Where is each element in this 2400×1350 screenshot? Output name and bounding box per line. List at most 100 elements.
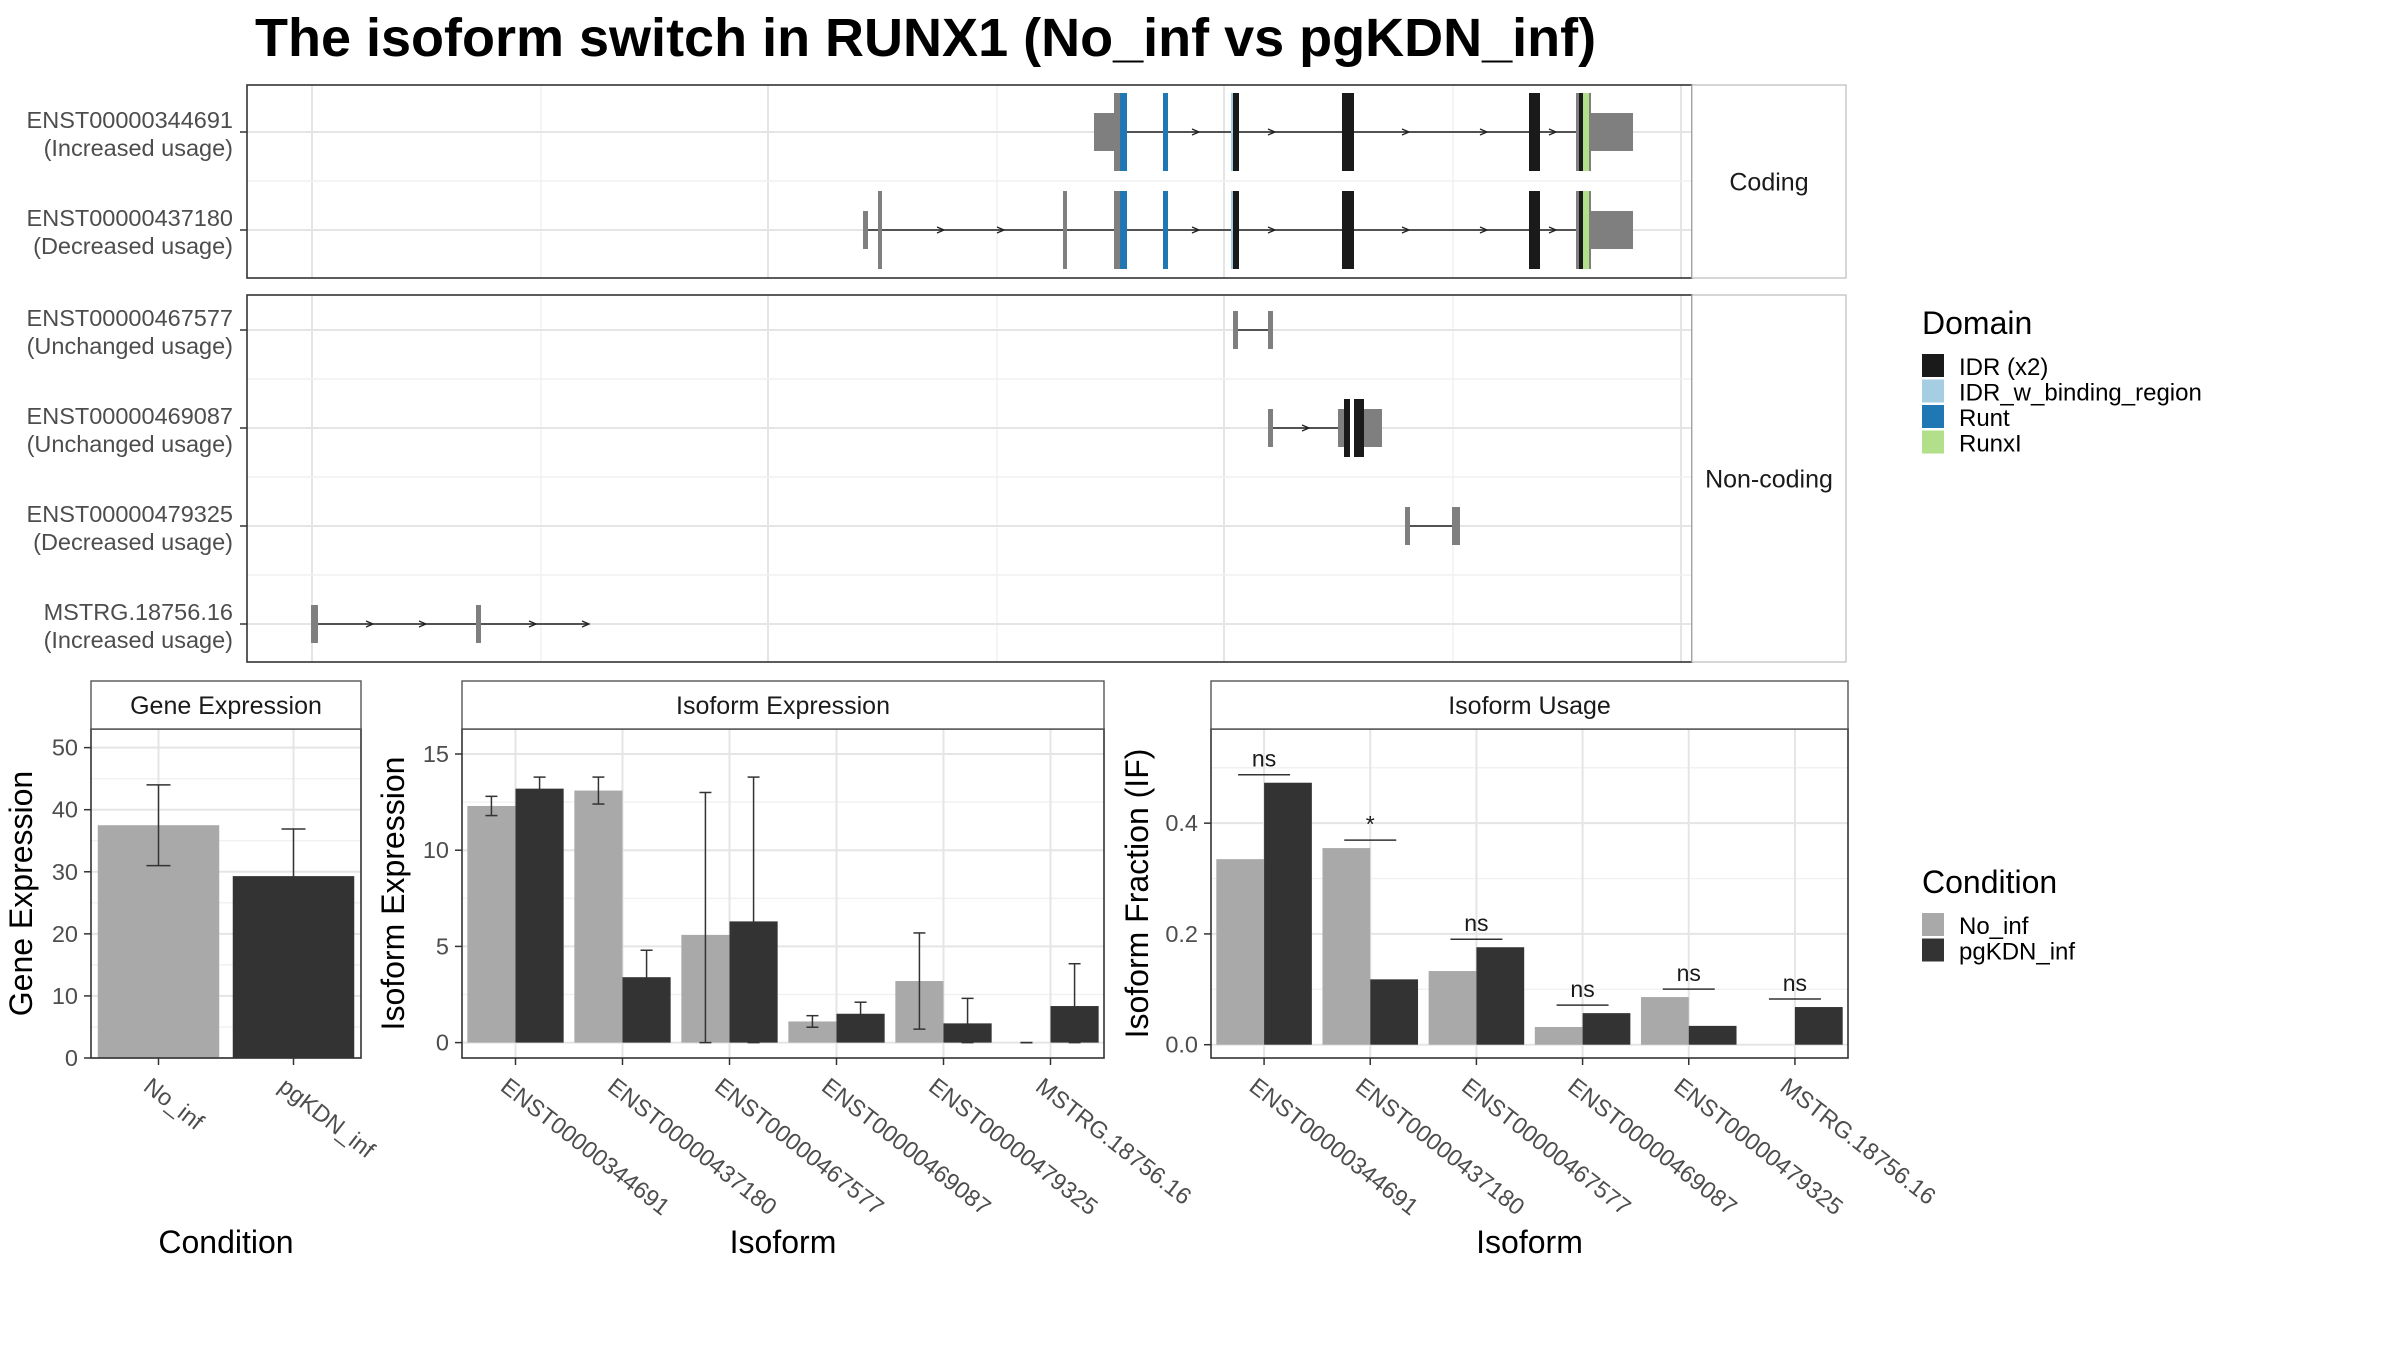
- y-tick-label: 15: [423, 741, 449, 767]
- bar-No_inf-ENST00000469087: [1534, 1026, 1583, 1045]
- chart-panel-1: Isoform Expression051015ENST00000344691E…: [375, 680, 1196, 1260]
- y-tick-label: 0: [65, 1045, 78, 1071]
- x-axis-title: Condition: [158, 1224, 293, 1260]
- strand-arrow: [1479, 128, 1489, 136]
- y-tick-label: 0: [436, 1030, 449, 1056]
- domain-legend-label: IDR (x2): [1959, 354, 2048, 381]
- plot-background: [1211, 729, 1848, 1058]
- y-tick-label: 50: [52, 735, 78, 761]
- exon-block: [1163, 191, 1168, 269]
- bar-pgKDN_inf-ENST00000437180: [1370, 979, 1419, 1045]
- exon-block: [1120, 191, 1127, 269]
- significance-label: ns: [1252, 746, 1276, 772]
- facet-strip: [1691, 84, 1847, 279]
- panel-strip-label: Isoform Expression: [676, 692, 890, 720]
- bar-pgKDN_inf-ENST00000469087: [1582, 1013, 1631, 1045]
- condition-legend-key: [1922, 938, 1944, 962]
- domain-legend-key: [1922, 405, 1944, 428]
- exon-block: [1163, 93, 1168, 171]
- condition-legend-label: pgKDN_inf: [1959, 939, 2075, 966]
- transcript-usage-label: (Increased usage): [44, 627, 233, 653]
- strand-arrow: [1267, 226, 1277, 234]
- exon-block: [1350, 399, 1354, 457]
- bar-No_inf-ENST00000467577: [1428, 971, 1477, 1045]
- exon-block: [1338, 409, 1344, 447]
- transcript-id-label: ENST00000469087: [27, 403, 233, 429]
- strand-arrow: [996, 226, 1006, 234]
- strand-arrow: [418, 620, 428, 628]
- exon-block: [1063, 191, 1067, 269]
- significance-label: ns: [1783, 970, 1807, 996]
- strand-arrow: [365, 620, 375, 628]
- bar-pgKDN_inf-ENST00000344691: [1264, 782, 1312, 1045]
- domain-legend-key: [1922, 354, 1944, 377]
- exon-block: [1583, 191, 1589, 269]
- condition-legend-label: No_inf: [1959, 913, 2029, 940]
- exon-block: [1233, 191, 1239, 269]
- x-axis-title: Isoform: [730, 1224, 837, 1260]
- exon-block: [1589, 211, 1633, 249]
- exon-block: [1120, 93, 1127, 171]
- exon-block: [863, 211, 868, 249]
- transcript-id-label: ENST00000437180: [27, 205, 233, 231]
- bar-No_inf-ENST00000437180: [1322, 848, 1371, 1045]
- y-axis-title: Gene Expression: [3, 771, 39, 1016]
- transcript-id-label: ENST00000479325: [27, 501, 233, 527]
- strand-arrow: [1548, 128, 1558, 136]
- transcript-usage-label: (Decreased usage): [33, 529, 233, 555]
- y-tick-label: 30: [52, 859, 78, 885]
- transcript-id-label: ENST00000344691: [27, 107, 233, 133]
- y-axis-title: Isoform Expression: [375, 757, 411, 1031]
- exon-block: [311, 605, 318, 643]
- domain-legend-key: [1922, 379, 1944, 403]
- facet-strip: [1691, 294, 1847, 663]
- strand-arrow: [1548, 226, 1558, 234]
- chart-panel-0: Gene Expression 0 10 20 30 40 50 No_inf pgKDN_in…: [3, 680, 380, 1260]
- bar-pgKDN_inf-ENST00000344691: [515, 788, 564, 1043]
- x-tick-label: No_inf: [139, 1073, 209, 1136]
- facet-strip-label: Non-coding: [1705, 466, 1833, 494]
- transcript-usage-label: (Increased usage): [44, 135, 233, 161]
- exon-block: [1579, 191, 1583, 269]
- exon-block: [1233, 311, 1238, 349]
- bar-No_inf-ENST00000344691: [467, 805, 516, 1043]
- exon-block: [1268, 311, 1273, 349]
- bar-No_inf-ENST00000344691: [1216, 859, 1265, 1045]
- domain-legend-label: IDR_w_binding_region: [1959, 380, 2202, 407]
- plot-background: [462, 729, 1104, 1058]
- x-axis-title: Isoform: [1476, 1224, 1583, 1260]
- domain-legend-label: Runt: [1959, 405, 2010, 432]
- transcript-usage-label: (Decreased usage): [33, 233, 233, 259]
- exon-block: [1583, 93, 1589, 171]
- strand-arrow: [581, 620, 591, 628]
- strand-arrow: [528, 620, 538, 628]
- y-tick-label: 0.4: [1165, 810, 1198, 836]
- exon-block: [1579, 93, 1583, 171]
- transcript-usage-label: (Unchanged usage): [27, 333, 233, 359]
- exon-block: [1529, 191, 1540, 269]
- panel-strip-label: Isoform Usage: [1448, 692, 1611, 720]
- strand-arrow: [1401, 226, 1411, 234]
- bar-pgKDN_inf-MSTRG.18756.16: [1794, 1007, 1843, 1045]
- strand-arrow: [936, 226, 946, 234]
- domain-legend-key: [1922, 430, 1944, 454]
- exon-block: [878, 191, 882, 269]
- y-tick-label: 5: [436, 933, 449, 959]
- exon-block: [1233, 93, 1239, 171]
- transcript-usage-label: (Unchanged usage): [27, 431, 233, 457]
- bar-No_inf-ENST00000437180: [574, 790, 623, 1043]
- panel-strip-label: Gene Expression: [130, 692, 322, 720]
- exon-block: [1114, 93, 1123, 171]
- significance-label: *: [1366, 811, 1375, 837]
- transcript-id-label: ENST00000467577: [27, 305, 233, 331]
- condition-legend-key: [1922, 913, 1944, 936]
- facet-panel-background: [247, 295, 1692, 662]
- y-tick-label: 10: [52, 983, 78, 1009]
- y-tick-label: 0.2: [1165, 921, 1198, 947]
- bar-No_inf-ENST00000469087: [788, 1021, 837, 1043]
- exon-block: [1589, 113, 1602, 151]
- y-tick-label: 20: [52, 921, 78, 947]
- exon-block: [1114, 191, 1123, 269]
- y-tick-label: 0.0: [1165, 1032, 1198, 1058]
